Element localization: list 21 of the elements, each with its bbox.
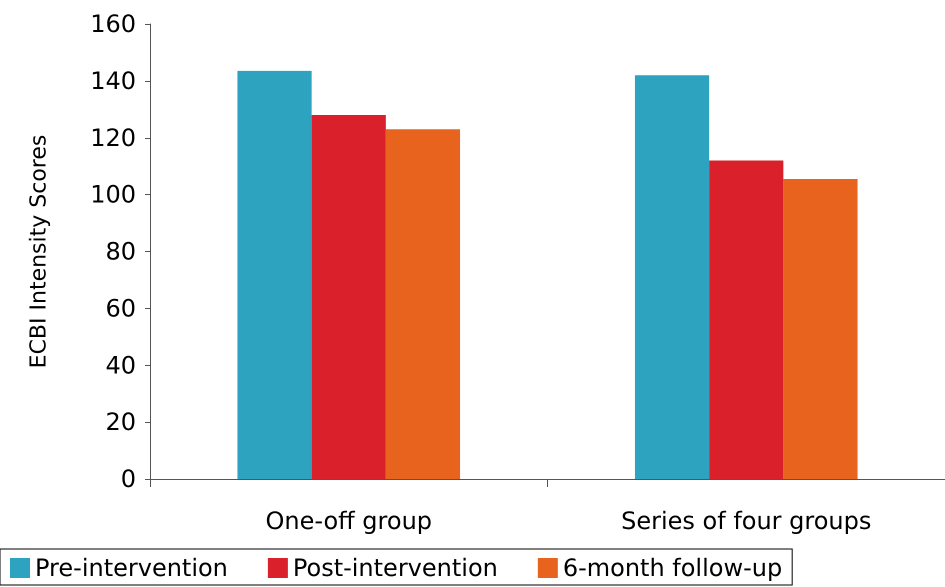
y-tick-label: 80: [105, 238, 136, 266]
y-tick-label: 140: [90, 66, 136, 95]
bar: [386, 129, 460, 479]
bar: [312, 115, 386, 479]
bar: [709, 160, 784, 479]
legend-label: Pre-intervention: [35, 554, 228, 582]
bar: [237, 70, 312, 479]
y-tick-label: 20: [105, 408, 136, 436]
x-tick-label: One-off group: [265, 507, 432, 535]
y-tick-label: 0: [120, 465, 136, 493]
y-tick-label: 40: [105, 351, 136, 380]
y-tick-label: 160: [90, 10, 136, 38]
bar: [634, 75, 710, 479]
y-tick-label: 60: [105, 294, 136, 322]
y-tick-label: 120: [90, 124, 136, 152]
legend-label: 6-month follow-up: [562, 554, 782, 582]
bar: [783, 178, 858, 479]
y-axis-title: ECBI Intensity Scores: [26, 134, 52, 368]
x-tick-label: Series of four groups: [621, 507, 872, 535]
legend-label: Post-intervention: [292, 554, 498, 582]
y-tick-label: 100: [90, 180, 136, 209]
